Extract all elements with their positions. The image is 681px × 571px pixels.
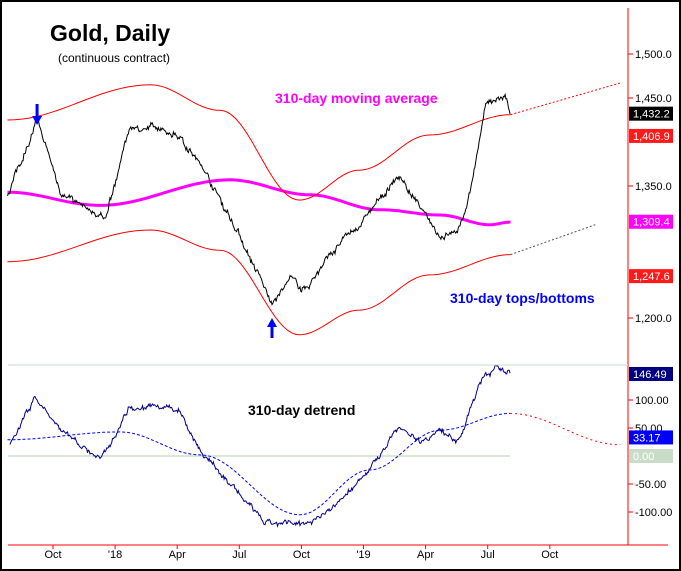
y-tick-label: -50.00 xyxy=(635,479,666,491)
x-tick-label: Apr xyxy=(417,549,434,561)
y-tick-label: -100.00 xyxy=(635,507,672,519)
x-tick-label: Apr xyxy=(169,549,186,561)
upper-band-line xyxy=(7,84,511,201)
value-badge-label: 1,247.6 xyxy=(633,271,670,283)
detrend-line xyxy=(9,365,511,528)
y-tick-label: 1,200.0 xyxy=(635,313,672,325)
x-tick-label: Oct xyxy=(541,549,558,561)
arrow-down-icon xyxy=(32,104,43,125)
y-tick-label: 1,450.0 xyxy=(635,93,672,105)
value-badge xyxy=(629,430,673,445)
x-tick-label: Oct xyxy=(293,549,310,561)
x-tick-label: Jul xyxy=(232,549,246,561)
arrow-head xyxy=(267,318,278,327)
value-badge-label: 33.17 xyxy=(633,432,661,444)
chart-subtitle: (continuous contract) xyxy=(58,51,170,65)
value-badge xyxy=(629,106,673,121)
value-badge-label: 1,309.4 xyxy=(633,217,670,229)
value-badge xyxy=(629,128,673,143)
value-badge xyxy=(629,214,673,229)
x-tick-label: '18 xyxy=(108,549,122,561)
value-badge-label: 1,406.9 xyxy=(633,131,670,143)
upper-band-projection xyxy=(510,82,621,116)
bands-annotation: 310-day tops/bottoms xyxy=(450,290,595,306)
y-tick-label: 100.00 xyxy=(635,395,669,407)
y-tick-label: 1,500.0 xyxy=(635,49,672,61)
ma-annotation: 310-day moving average xyxy=(275,90,438,106)
value-badge xyxy=(629,449,673,463)
moving-average-line xyxy=(7,178,511,227)
arrow-up-icon xyxy=(267,318,278,338)
x-tick-label: Oct xyxy=(44,549,61,561)
lower-band-line xyxy=(7,229,511,336)
cycle-projection xyxy=(510,412,621,446)
value-badge xyxy=(629,269,673,284)
value-badge-label: 0.00 xyxy=(633,451,654,463)
lower-band-projection xyxy=(510,224,596,256)
arrow-head xyxy=(32,116,43,125)
value-badge-label: 1,432.2 xyxy=(633,109,670,121)
price-line xyxy=(7,92,511,306)
chart-title: Gold, Daily xyxy=(50,20,170,46)
x-tick-label: Jul xyxy=(481,549,495,561)
value-badge xyxy=(629,366,673,381)
value-badge-label: 146.49 xyxy=(633,369,667,381)
y-tick-label: 1,350.0 xyxy=(635,181,672,193)
detrend-label: 310-day detrend xyxy=(248,402,355,418)
cycle-line xyxy=(7,412,511,516)
x-tick-label: '19 xyxy=(356,549,370,561)
